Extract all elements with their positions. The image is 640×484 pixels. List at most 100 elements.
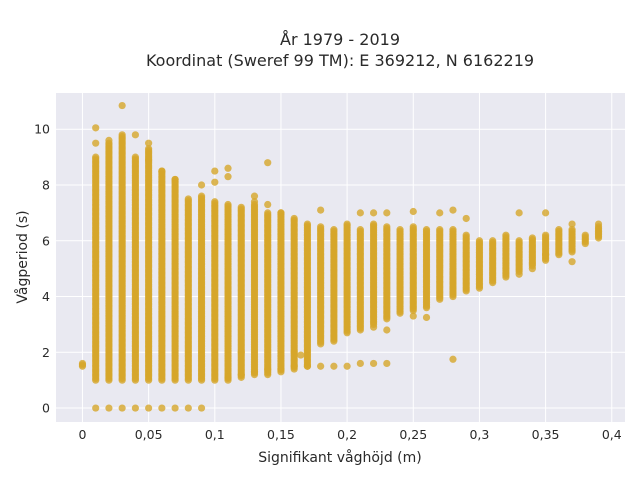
data-point [462,214,470,223]
data-point [264,209,272,217]
y-tick-label: 2 [42,345,50,360]
data-point [145,404,153,412]
data-point [383,359,391,368]
data-point [462,231,470,239]
data-point [171,404,179,412]
data-point [105,404,113,412]
data-point [369,209,378,217]
data-point [158,404,166,412]
data-point [211,178,219,186]
data-points [78,101,603,412]
data-point [184,404,192,412]
data-point [356,359,364,368]
data-point [118,101,126,110]
data-point [264,365,272,373]
data-point [489,237,497,245]
data-point [449,355,457,363]
data-point [568,220,576,228]
y-axis-label: Vågperiod (s) [14,210,31,303]
data-point [317,206,325,214]
data-point [297,351,305,359]
data-point [594,220,603,228]
data-point [131,131,139,139]
data-point [92,404,100,412]
data-point [356,209,364,217]
data-point [105,136,113,144]
data-point [277,365,285,373]
y-tick-label: 6 [42,233,50,248]
x-tick-label: 0,05 [135,427,163,442]
data-point [92,139,100,147]
data-point [224,200,232,209]
data-point [303,220,312,228]
data-point [422,226,431,234]
y-tick-labels: 0 2 4 6 8 10 [34,122,50,416]
x-tick-label: 0,15 [267,427,295,442]
x-tick-label: 0,2 [337,427,357,442]
data-point [237,371,245,379]
data-point [224,173,232,181]
data-point [369,323,378,331]
data-point [330,226,338,234]
data-point [515,270,523,278]
data-point [145,139,153,147]
data-point [264,159,272,167]
data-point [528,234,536,242]
data-point [118,131,126,139]
data-point [330,362,338,370]
data-point [290,348,298,356]
data-point [528,265,536,273]
data-point [369,359,378,368]
plot-area [56,93,625,422]
data-point [264,200,272,209]
data-point [211,198,219,206]
data-point [449,226,457,234]
data-point [250,192,259,200]
data-point [383,209,391,217]
x-tick-label: 0,35 [532,427,560,442]
y-tick-label: 0 [42,401,50,416]
data-point [369,220,378,228]
y-tick-label: 8 [42,178,50,193]
data-point [475,237,484,245]
data-point [555,226,563,234]
data-point [197,404,206,412]
data-point [224,373,232,381]
data-point [237,203,245,211]
x-tick-label: 0,3 [469,427,489,442]
data-point [422,313,431,322]
data-point [277,209,285,217]
data-point [317,223,325,231]
data-point [197,181,206,189]
x-tick-label: 0,4 [602,427,622,442]
data-point [568,258,576,266]
data-point [92,153,100,161]
data-point [92,124,100,132]
data-point [131,153,139,161]
y-tick-label: 4 [42,289,50,304]
x-axis-label: Signifikant våghöjd (m) [258,449,421,466]
data-point [250,368,259,376]
data-point [145,145,153,153]
data-point [250,198,259,206]
data-point [145,156,153,164]
data-point [409,312,417,320]
data-point [118,404,126,412]
data-point [317,362,325,370]
data-point [290,362,298,370]
data-point [515,209,523,217]
data-point [542,251,550,259]
data-point [383,326,391,334]
data-point [343,220,351,228]
data-point [184,195,192,203]
data-point [502,231,510,239]
data-point [343,362,351,370]
data-point [542,231,550,239]
data-point [158,167,166,175]
data-point [356,226,364,234]
data-point [224,164,232,172]
x-tick-label: 0 [78,427,86,442]
data-point [171,175,179,184]
